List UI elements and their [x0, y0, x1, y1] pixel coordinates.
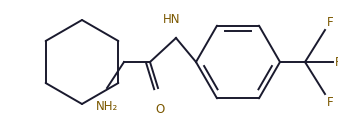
- Text: F: F: [327, 16, 334, 28]
- Text: NH₂: NH₂: [96, 100, 118, 113]
- Text: HN: HN: [163, 13, 181, 26]
- Text: F: F: [327, 95, 334, 109]
- Text: O: O: [155, 103, 165, 116]
- Text: F: F: [335, 55, 338, 68]
